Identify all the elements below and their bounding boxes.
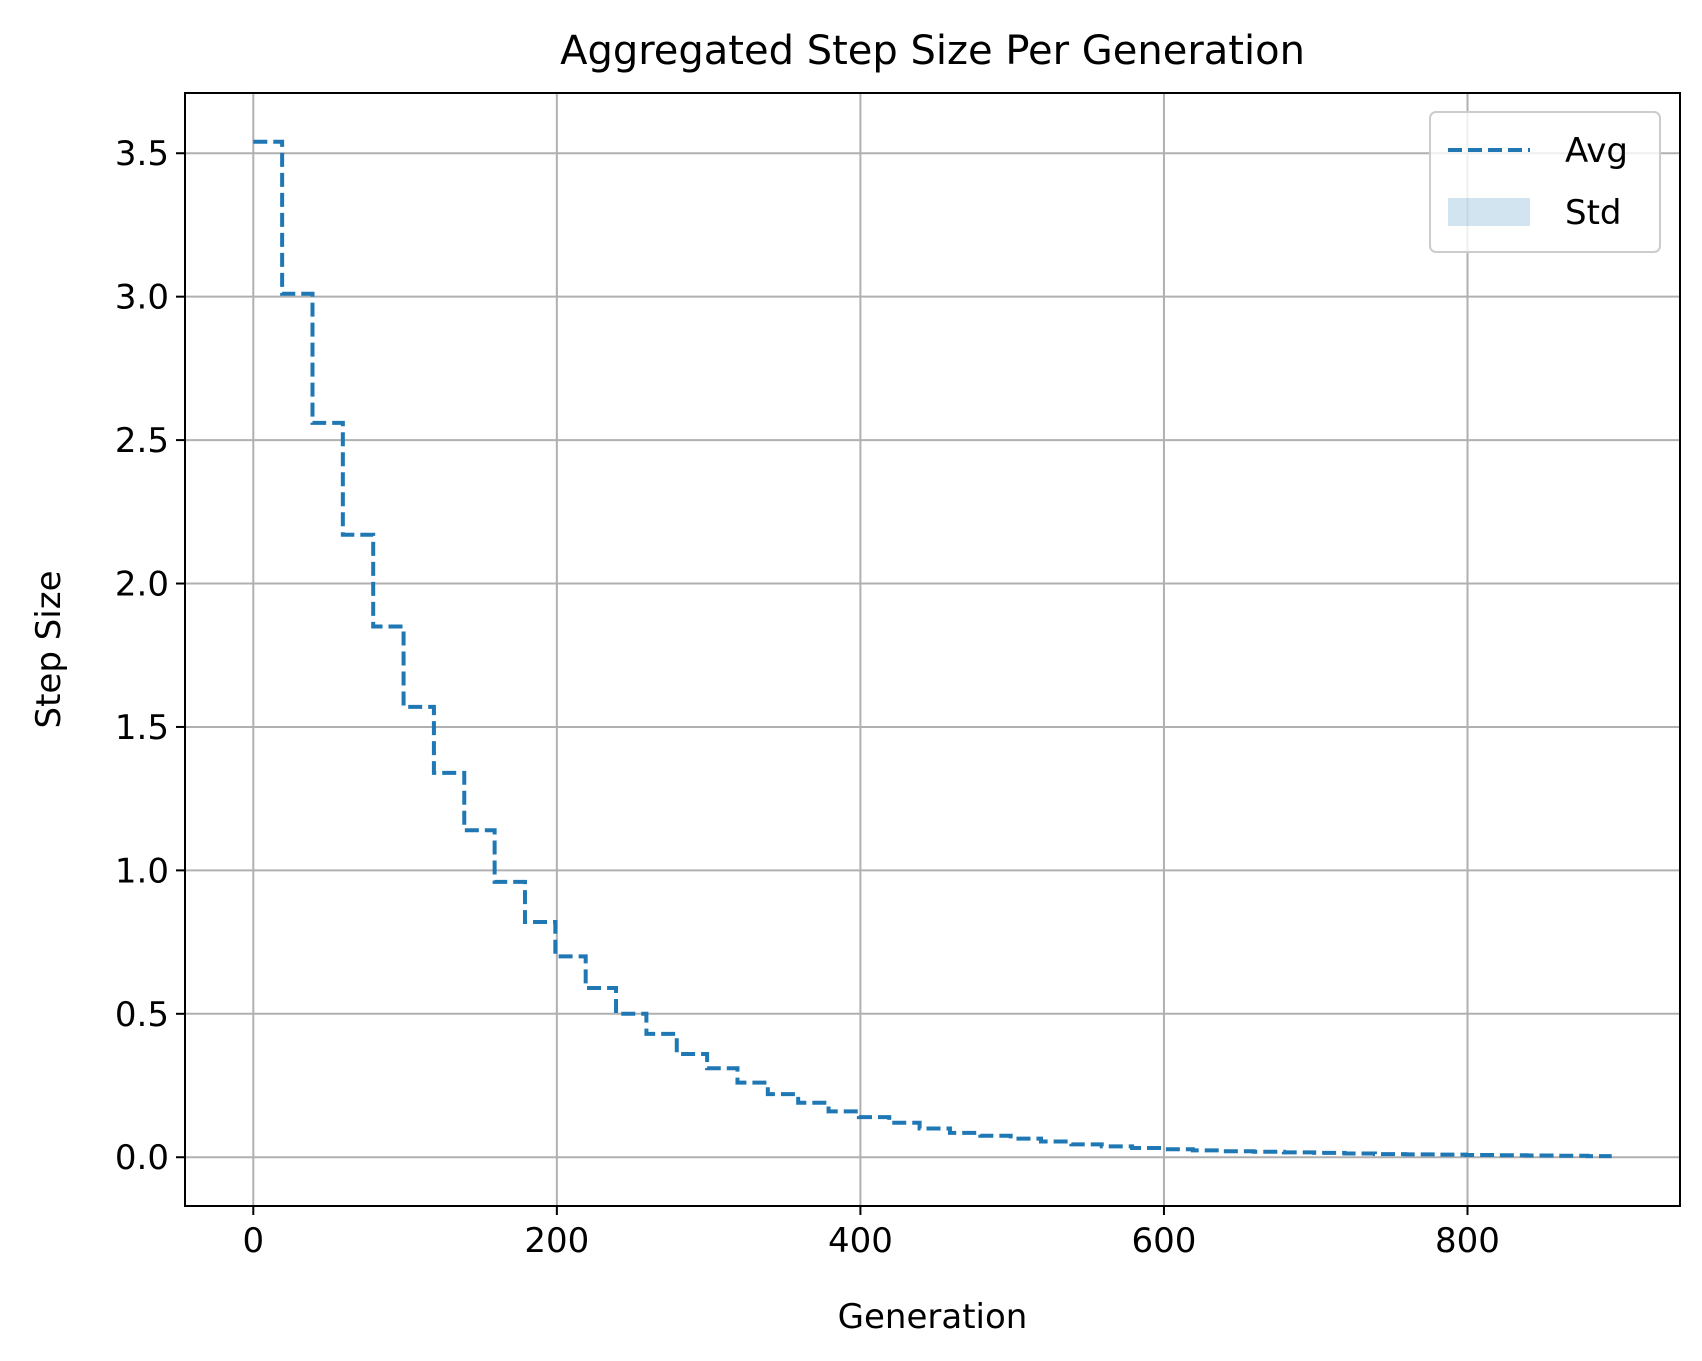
x-tick-label: 600 — [1132, 1221, 1197, 1261]
x-axis-label: Generation — [838, 1297, 1028, 1337]
series-avg-line — [253, 139, 1612, 1159]
legend-std-swatch — [1448, 198, 1530, 226]
y-axis-label: Step Size — [29, 570, 69, 728]
x-tick-label: 0 — [242, 1221, 264, 1261]
y-tick-label: 0.5 — [115, 995, 169, 1035]
y-tick-label: 0.0 — [115, 1138, 169, 1178]
x-tick-label: 200 — [524, 1221, 589, 1261]
y-tick-label: 2.0 — [115, 565, 169, 605]
legend: Avg Std — [1429, 111, 1661, 253]
legend-std-label: Std — [1565, 193, 1622, 233]
y-tick-label: 3.5 — [115, 134, 169, 174]
x-axis-ticks: 0 200 400 600 800 — [242, 1206, 1500, 1261]
y-tick-label: 1.0 — [115, 851, 169, 891]
plot-frame — [184, 92, 1681, 1207]
legend-box — [1429, 111, 1661, 253]
y-axis-ticks: 0.0 0.5 1.0 1.5 2.0 2.5 3.0 3.5 — [115, 134, 185, 1178]
legend-avg-label: Avg — [1565, 131, 1628, 171]
x-tick-label: 400 — [828, 1221, 893, 1261]
y-tick-label: 1.5 — [115, 708, 169, 748]
series-layer — [253, 139, 1612, 1159]
y-tick-label: 2.5 — [115, 421, 169, 461]
x-tick-label: 800 — [1435, 1221, 1500, 1261]
y-tick-label: 3.0 — [115, 278, 169, 318]
chart-title: Aggregated Step Size Per Generation — [560, 28, 1305, 74]
